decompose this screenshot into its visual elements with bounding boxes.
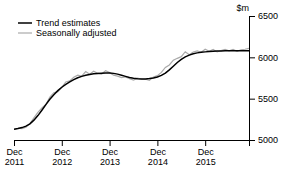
x-tick-label: Dec2013 (100, 147, 120, 167)
y-tick-mark (249, 16, 255, 17)
x-tick-label: Dec2014 (148, 147, 168, 167)
legend-item: Seasonally adjusted (18, 28, 117, 38)
x-tick-label-line: 2014 (148, 157, 168, 167)
x-tick-label: Dec2011 (5, 147, 24, 167)
y-tick-mark (249, 57, 255, 58)
x-tick-label-line: 2011 (5, 157, 24, 167)
x-tick-mark (62, 140, 63, 146)
y-tick-label: 5500 (258, 94, 278, 104)
x-tick-label-line: Dec (198, 147, 215, 157)
legend-item: Trend estimates (18, 18, 101, 28)
x-tick: Dec2015 (196, 140, 216, 167)
y-axis: 5000 5500 6000 6500 (249, 11, 278, 145)
y-tick-label: 5000 (258, 135, 278, 145)
legend-label: Trend estimates (36, 18, 101, 28)
legend-label: Seasonally adjusted (36, 28, 117, 38)
y-tick: 5000 (249, 135, 278, 145)
y-tick-mark (249, 99, 255, 100)
x-tick-mark (110, 140, 111, 146)
chart: Dec2011Dec2012Dec2013Dec2014Dec201550005… (0, 0, 283, 170)
lines (14, 48, 249, 129)
x-tick-label: Dec2012 (52, 147, 72, 167)
x-tick-label: Dec2015 (196, 147, 216, 167)
x-tick-mark (157, 140, 158, 146)
y-tick: 5500 (249, 94, 278, 104)
x-axis-line (15, 141, 250, 147)
x-tick-label-line: 2012 (52, 157, 72, 167)
series-line (14, 51, 249, 130)
x-tick: Dec2013 (100, 140, 120, 167)
x-tick-label-line: Dec (102, 147, 119, 157)
x-tick-mark (14, 140, 15, 146)
y-tick: 6000 (249, 53, 278, 63)
x-tick-label-line: 2013 (100, 157, 120, 167)
series-line (14, 48, 249, 129)
x-tick-label-line: Dec (6, 147, 23, 157)
x-axis: Dec2011Dec2012Dec2013Dec2014Dec2015 (5, 140, 250, 167)
y-axis-line (250, 17, 256, 141)
y-axis-label: $m (236, 3, 249, 13)
legend-swatch (18, 32, 32, 33)
x-tick-label-line: Dec (54, 147, 71, 157)
y-tick-label: 6500 (258, 11, 278, 21)
y-tick-label: 6000 (258, 53, 278, 63)
x-tick-label-line: 2015 (196, 157, 216, 167)
x-tick-label-line: Dec (150, 147, 167, 157)
plot: Dec2011Dec2012Dec2013Dec2014Dec201550005… (5, 11, 278, 167)
x-tick: Dec2014 (148, 140, 168, 167)
legend: Trend estimatesSeasonally adjusted (18, 18, 117, 38)
x-tick-mark (205, 140, 206, 146)
x-tick: Dec2011 (5, 140, 24, 167)
legend-swatch (18, 22, 32, 24)
x-tick: Dec2012 (52, 140, 72, 167)
y-tick-mark (249, 140, 255, 141)
y-tick: 6500 (249, 11, 278, 21)
